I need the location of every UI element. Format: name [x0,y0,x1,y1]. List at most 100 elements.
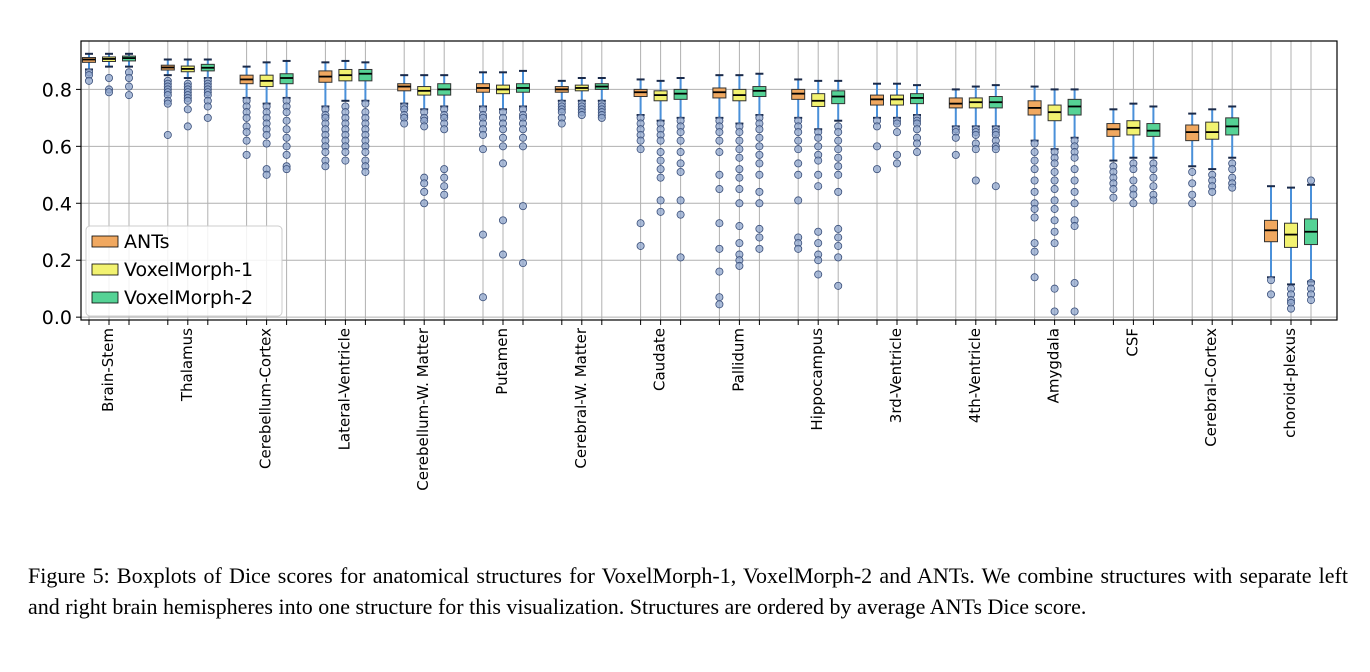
box-8-1 [732,74,747,270]
outlier-point [1050,239,1059,248]
box-11-2 [988,84,1003,191]
outlier-point [893,150,902,159]
outlier-point [814,170,823,179]
box-13-1 [1126,102,1141,208]
outlier-point [715,267,724,276]
outlier-point [262,170,271,179]
outlier-point [656,165,665,174]
outlier-point [1030,247,1039,256]
outlier-point [1070,187,1079,196]
box-0-0 [82,52,96,85]
outlier-point [794,128,803,137]
outlier-point [478,145,487,154]
outlier-point [755,170,764,179]
outlier-point [735,173,744,182]
outlier-point [715,244,724,253]
outlier-point [735,261,744,270]
outlier-point [1030,273,1039,282]
y-axis: 0.0 0.2 0.4 0.6 0.8 [42,79,1312,329]
category-label: Cerebral-Cortex [1202,328,1220,447]
box-13-0 [1106,108,1121,202]
outlier-point [440,165,449,174]
outlier-point [834,281,843,290]
box-7-0 [633,78,648,250]
outlier-point [1188,179,1197,188]
legend-swatch-voxelmorph-1 [91,263,119,276]
outlier-point [834,241,843,250]
box-6-0 [554,79,569,128]
outlier-point [163,130,172,139]
outlier-point [971,176,980,185]
outlier-point [440,190,449,199]
category-label: Amygdala [1045,328,1063,403]
outlier-point [1070,278,1079,287]
outlier-point [519,142,528,151]
outlier-point [755,224,764,233]
box-11-0 [948,88,963,159]
outlier-point [913,125,922,134]
outlier-point [1070,222,1079,231]
outlier-point [242,150,251,159]
outlier-point [519,133,528,142]
outlier-point [361,167,370,176]
outlier-point [282,150,291,159]
outlier-point [676,148,685,157]
outlier-point [676,196,685,205]
box-7-1 [653,79,668,216]
outlier-point [636,145,645,154]
outlier-point [282,165,291,174]
outlier-point [794,159,803,168]
box-4-1 [417,74,432,208]
category-label: 3rd-Ventricle [887,328,905,423]
outlier-point [478,293,487,302]
outlier-point [893,119,902,128]
outlier-point [735,145,744,154]
outlier-point [1070,165,1079,174]
outlier-point [282,116,291,125]
outlier-point [1149,173,1158,182]
outlier-point [262,130,271,139]
outlier-point [125,82,134,91]
outlier-point [755,199,764,208]
box-7-2 [673,77,688,262]
outlier-point [873,165,882,174]
outlier-point [991,145,1000,154]
outlier-point [913,139,922,148]
outlier-point [755,142,764,151]
outlier-point [1030,239,1039,248]
box-13-2 [1146,105,1161,205]
plot-frame [80,40,1338,321]
outlier-point [735,199,744,208]
outlier-point [656,156,665,165]
outlier-point [361,148,370,157]
legend-swatch-voxelmorph-2 [91,291,119,304]
outlier-point [893,128,902,137]
box-8-0 [712,74,727,309]
outlier-point [814,270,823,279]
outlier-point [498,250,507,259]
box-14-2 [1225,105,1240,192]
outlier-point [440,125,449,134]
outlier-point [834,136,843,145]
outlier-point [1030,165,1039,174]
outlier-point [755,244,764,253]
outlier-point [85,76,94,85]
box-4-0 [397,74,412,128]
outlier-point [183,122,192,131]
box-9-1 [811,79,826,279]
outlier-point [361,99,370,108]
outlier-point [814,133,823,142]
outlier-point [1188,190,1197,199]
box-body [358,68,373,82]
outlier-point [557,119,566,128]
box-3-0 [318,61,333,171]
outlier-point [242,113,251,122]
outlier-point [440,173,449,182]
outlier-point [1149,196,1158,205]
outlier-point [755,159,764,168]
outlier-point [834,153,843,162]
outlier-point [203,113,212,122]
figure-caption: Figure 5: Boxplots of Dice scores for an… [28,563,1348,619]
outlier-point [971,130,980,139]
box-15-2 [1304,176,1318,305]
